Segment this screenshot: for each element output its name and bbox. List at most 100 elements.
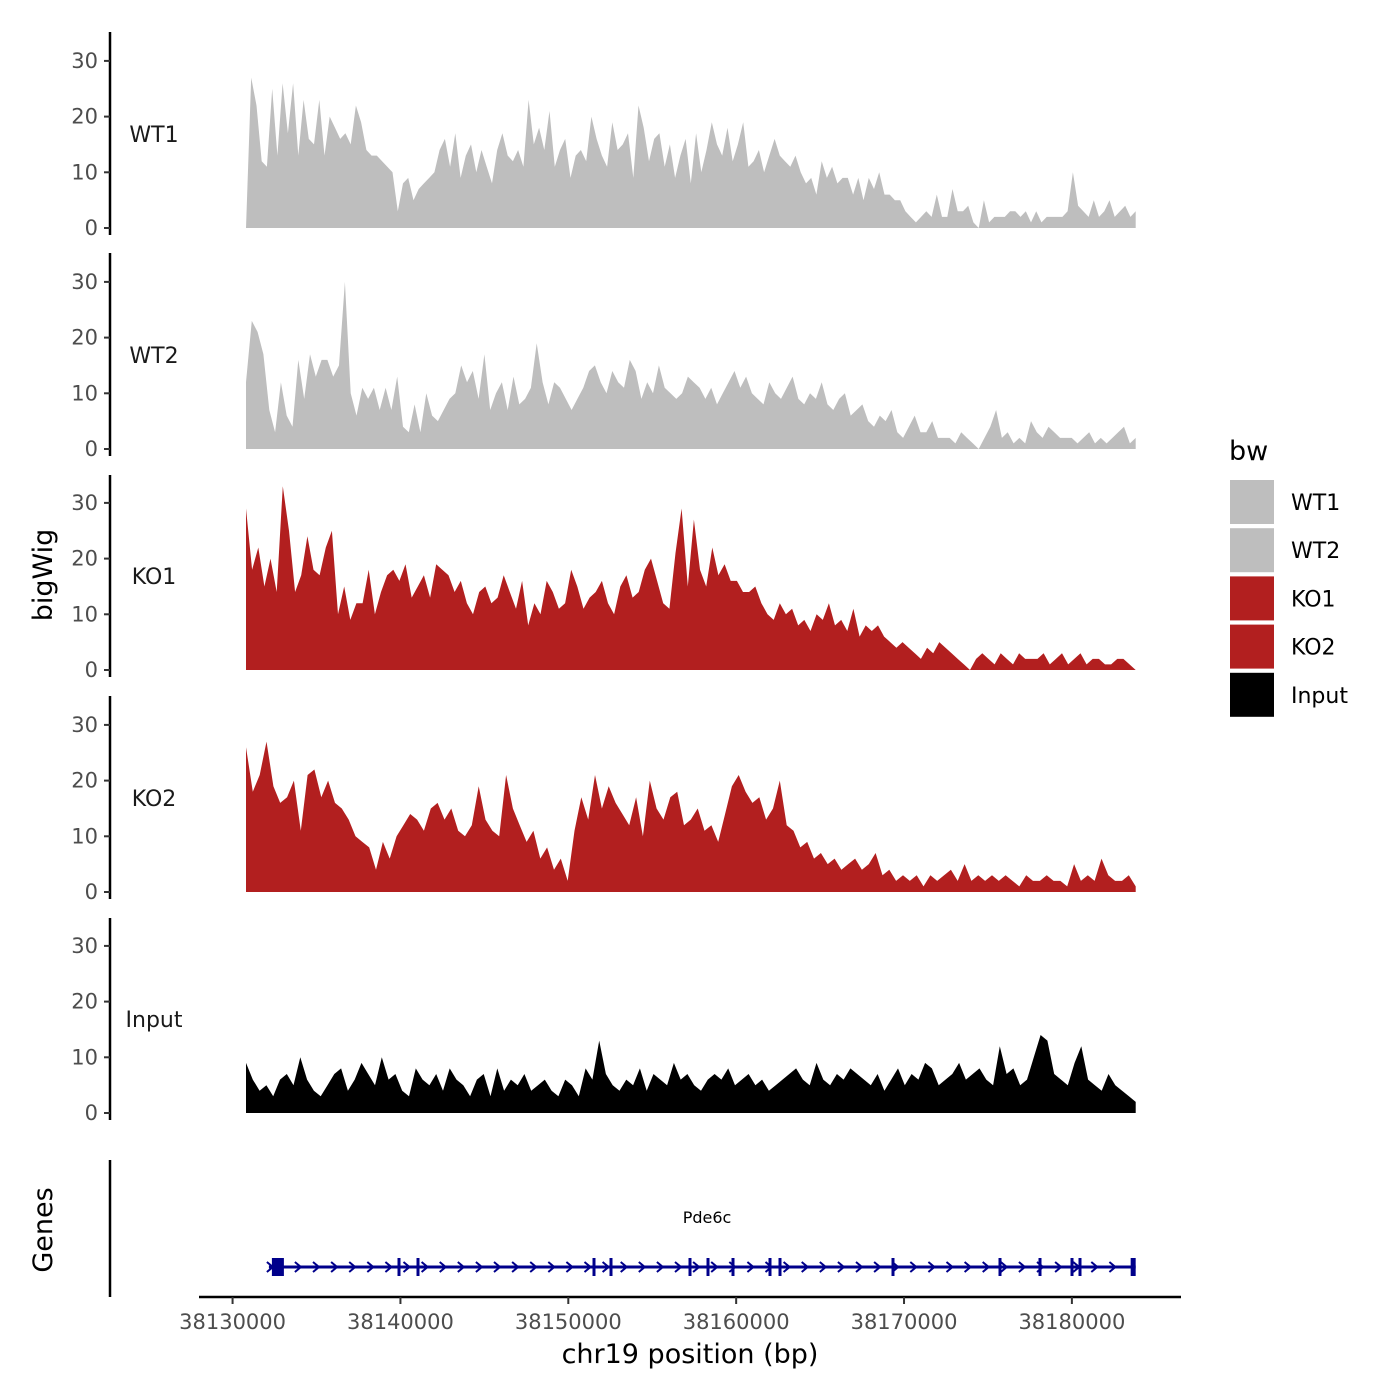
- coverage-area-wt1: [246, 77, 1136, 228]
- exon-mark: [1078, 1258, 1082, 1276]
- strand-arrow-icon: [1018, 1261, 1027, 1273]
- exon-mark: [592, 1258, 596, 1276]
- exon-mark: [688, 1258, 692, 1276]
- panel-wt1: 0 10 20 30 WT1: [71, 32, 1136, 240]
- genes-axis-title: Genes: [28, 1187, 59, 1272]
- legend-label-wt1: WT1: [1291, 491, 1340, 516]
- strand-arrow-icon: [529, 1261, 538, 1273]
- coverage-area-ko1: [246, 486, 1136, 670]
- panel-input: 0 10 20 30 Input: [71, 918, 1136, 1125]
- exon-mark: [271, 1258, 284, 1276]
- legend-label-ko2: KO2: [1291, 636, 1336, 661]
- exon-mark: [998, 1258, 1002, 1276]
- legend-title: bw: [1229, 436, 1268, 467]
- y-tick-label: 0: [85, 880, 98, 904]
- legend-swatch-ko2: [1230, 624, 1274, 669]
- strand-arrow-icon: [819, 1261, 828, 1273]
- exon-mark: [397, 1258, 401, 1276]
- coverage-area-ko2: [246, 741, 1136, 892]
- strand-arrow-icon: [547, 1261, 556, 1273]
- strand-arrow-icon: [330, 1261, 339, 1273]
- strand-arrow-icon: [638, 1261, 647, 1273]
- legend-swatch-input: [1230, 672, 1274, 717]
- strand-arrow-icon: [782, 1261, 792, 1273]
- legend-item-input: Input: [1230, 672, 1348, 717]
- strand-arrow-icon: [927, 1261, 936, 1273]
- y-tick-label: 30: [71, 270, 98, 294]
- strand-arrow-icon: [674, 1261, 683, 1273]
- strand-arrow-icon: [1000, 1261, 1009, 1273]
- strand-arrow-icon: [855, 1261, 864, 1273]
- y-tick-label: 20: [71, 326, 98, 350]
- strand-arrow-icon: [493, 1261, 502, 1273]
- legend-label-wt2: WT2: [1291, 539, 1340, 564]
- strand-arrow-icon: [312, 1261, 321, 1273]
- exon-mark: [778, 1258, 782, 1276]
- strand-arrow-icon: [963, 1261, 973, 1273]
- y-tick-label: 20: [71, 769, 98, 793]
- legend-swatch-wt2: [1230, 528, 1274, 573]
- exon-mark: [731, 1258, 735, 1276]
- strand-arrow-icon: [511, 1261, 520, 1273]
- strand-arrow-icon: [837, 1261, 846, 1273]
- strand-arrow-icon: [366, 1261, 375, 1273]
- x-tick-label: 38180000: [1018, 1310, 1125, 1334]
- y-tick-label: 10: [71, 1045, 98, 1069]
- strand-arrow-icon: [384, 1261, 393, 1273]
- strand-arrow-icon: [692, 1261, 701, 1273]
- y-tick-label: 30: [71, 491, 98, 515]
- panel-wt2: 0 10 20 30 WT2: [71, 253, 1136, 461]
- legend-label-input: Input: [1291, 684, 1348, 709]
- panel-label-ko2: KO2: [132, 787, 177, 812]
- x-tick-label: 38140000: [347, 1310, 454, 1334]
- y-tick-label: 20: [71, 990, 98, 1014]
- x-tick-label: 38170000: [851, 1310, 958, 1334]
- y-tick-label: 10: [71, 381, 98, 405]
- legend-item-wt1: WT1: [1230, 480, 1340, 524]
- y-tick-label: 30: [71, 49, 98, 73]
- strand-arrow-icon: [873, 1261, 882, 1273]
- y-tick-label: 0: [85, 216, 98, 240]
- exon-mark: [1130, 1258, 1136, 1276]
- legend-item-wt2: WT2: [1230, 528, 1340, 573]
- panel-ko2: 0 10 20 30 KO2: [71, 696, 1136, 904]
- panel-ko1: 0 10 20 30 KO1: [71, 475, 1136, 682]
- legend-swatch-ko1: [1230, 576, 1274, 621]
- strand-arrow-icon: [583, 1261, 593, 1273]
- strand-arrow-icon: [294, 1261, 303, 1273]
- strand-arrow-icon: [909, 1261, 918, 1273]
- y-tick-label: 0: [85, 437, 98, 461]
- strand-arrow-icon: [710, 1261, 719, 1273]
- coverage-area-wt2: [246, 281, 1136, 449]
- y-tick-label: 0: [85, 1101, 98, 1125]
- strand-arrow-icon: [601, 1261, 611, 1273]
- strand-arrow-icon: [439, 1261, 448, 1273]
- y-tick-label: 10: [71, 602, 98, 626]
- strand-arrow-icon: [475, 1261, 484, 1273]
- exon-mark: [706, 1258, 710, 1276]
- exon-mark: [416, 1258, 420, 1276]
- legend-label-ko1: KO1: [1291, 587, 1336, 612]
- legend-item-ko2: KO2: [1230, 624, 1336, 669]
- y-tick-label: 0: [85, 658, 98, 682]
- y-tick-label: 10: [71, 160, 98, 184]
- strand-arrow-icon: [620, 1261, 629, 1273]
- strand-arrow-icon: [266, 1261, 275, 1273]
- exon-mark: [1038, 1258, 1042, 1276]
- y-tick-label: 20: [71, 547, 98, 571]
- exon-mark: [609, 1258, 613, 1276]
- exon-mark: [1070, 1258, 1074, 1276]
- x-axis: 38130000 38140000 38150000 38160000 38170000…: [179, 1295, 1181, 1334]
- strand-arrow-icon: [420, 1261, 430, 1273]
- y-tick-label: 10: [71, 824, 98, 848]
- y-tick-label: 30: [71, 934, 98, 958]
- y-axis-title: bigWig: [28, 529, 59, 622]
- legend: bw WT1 WT2 KO1 KO2 Input: [1229, 436, 1348, 717]
- strand-arrow-icon: [728, 1261, 737, 1273]
- panel-label-ko1: KO1: [132, 565, 177, 590]
- strand-arrow-icon: [1108, 1261, 1117, 1273]
- strand-arrow-icon: [402, 1261, 412, 1273]
- strand-arrow-icon: [656, 1261, 665, 1273]
- strand-arrow-icon: [348, 1261, 357, 1273]
